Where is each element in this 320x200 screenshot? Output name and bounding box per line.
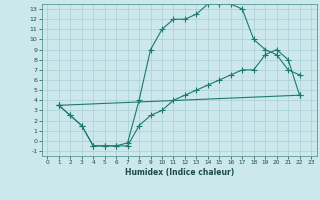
X-axis label: Humidex (Indice chaleur): Humidex (Indice chaleur): [124, 168, 234, 177]
